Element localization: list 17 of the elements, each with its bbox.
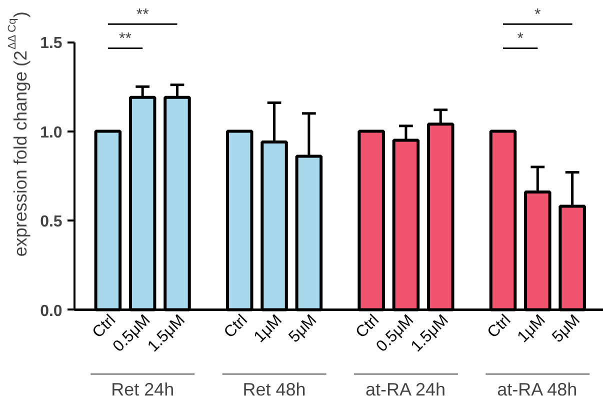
x-tick-label: Ctrl xyxy=(352,312,383,342)
text: Ret 24h xyxy=(111,379,174,400)
y-tick-label: 0.5 xyxy=(40,214,62,231)
y-axis-title: expression fold change (2ΔΔ Cq) xyxy=(6,12,30,257)
text: ** xyxy=(136,6,149,24)
text: Ret 48h xyxy=(242,379,306,400)
x-tick-label: Ctrl xyxy=(90,312,120,342)
x-tick-label: Ctrl xyxy=(221,312,251,342)
text: at-RA 48h xyxy=(497,379,578,400)
text: at-RA 24h xyxy=(365,379,446,400)
x-tick-label: Ctrl xyxy=(484,312,514,342)
y-tick-label: 0.0 xyxy=(40,302,62,320)
y-tick-label: 1.5 xyxy=(40,35,62,52)
annotation: * xyxy=(517,30,524,48)
y-tick-label: 1.0 xyxy=(40,124,62,142)
text: * xyxy=(534,6,541,24)
annotation: ** xyxy=(119,30,132,48)
